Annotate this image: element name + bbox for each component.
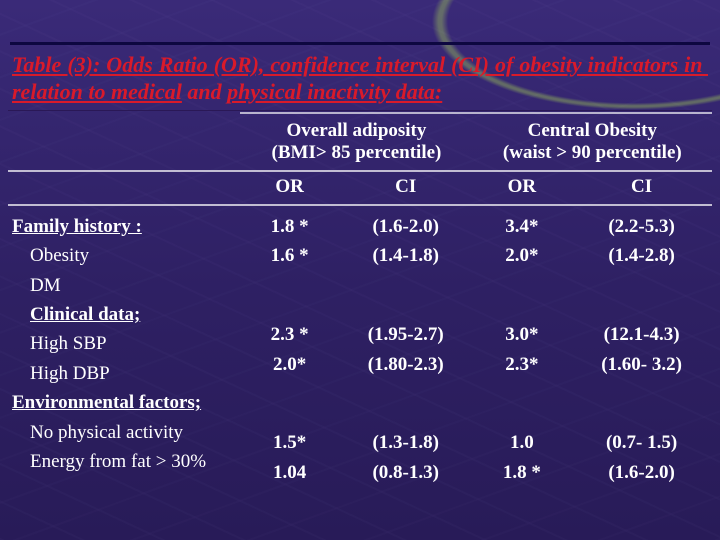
cell-ci: (1.95-2.7)(1.80-2.3) [339,314,473,422]
header-or-1: OR [240,171,339,205]
table-caption: Table (3): Odds Ratio (OR), confidence i… [8,50,712,111]
odds-ratio-table: Overall adiposity(BMI> 85 percentile) Ce… [8,112,712,530]
cell-or: 3.0*2.3* [473,314,572,422]
title-top-rule [10,42,710,45]
cell-ci: (12.1-4.3)(1.60- 3.2) [571,314,712,422]
header-ci-1: CI [339,171,473,205]
header-overall-adiposity: Overall adiposity(BMI> 85 percentile) [240,113,472,171]
cell-or: 2.3 *2.0* [240,314,339,422]
header-empty [8,113,240,171]
cell-or: 1.01.8 * [473,422,572,530]
table-body-row: Family history :ObesityDMClinical data;H… [8,205,712,314]
cell-ci: (2.2-5.3)(1.4-2.8) [571,205,712,314]
header-central-obesity: Central Obesity(waist > 90 percentile) [473,113,712,171]
cell-ci: (1.3-1.8)(0.8-1.3) [339,422,473,530]
header-or-2: OR [473,171,572,205]
table-wrapper: Overall adiposity(BMI> 85 percentile) Ce… [8,112,712,530]
header-empty-2 [8,171,240,205]
cell-or: 1.5*1.04 [240,422,339,530]
cell-ci: (1.6-2.0)(1.4-1.8) [339,205,473,314]
cell-ci: (0.7- 1.5)(1.6-2.0) [571,422,712,530]
cell-or: 1.8 *1.6 * [240,205,339,314]
cell-or: 3.4*2.0* [473,205,572,314]
row-labels: Family history :ObesityDMClinical data;H… [8,205,240,530]
slide: Table (3): Odds Ratio (OR), confidence i… [0,0,720,540]
header-ci-2: CI [571,171,712,205]
